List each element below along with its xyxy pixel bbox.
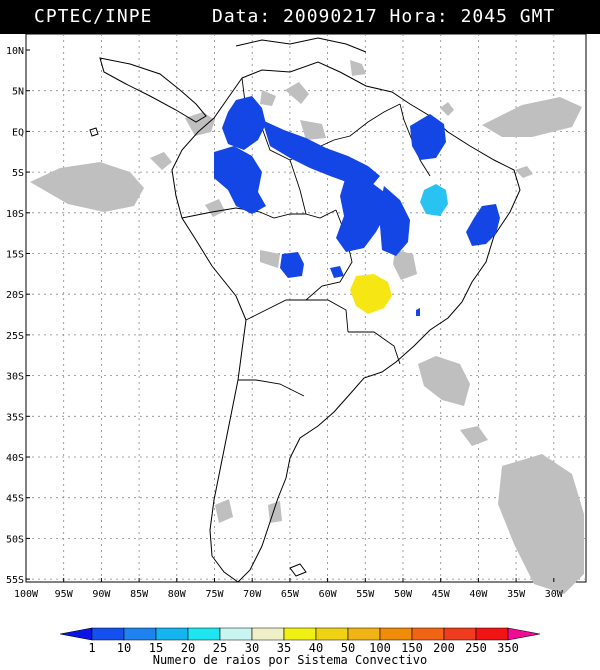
longitude-label: 100W — [14, 589, 39, 600]
legend-label: 10 — [117, 641, 131, 655]
latitude-label: 5N — [12, 87, 24, 98]
legend-swatch — [475, 627, 509, 641]
legend-label: 30 — [245, 641, 259, 655]
longitude-label: 60W — [319, 589, 338, 600]
legend-swatch — [315, 627, 349, 641]
legend-label: 1 — [88, 641, 95, 655]
latitude-label: 15S — [6, 250, 24, 261]
latitude-labels: 10N 5N EQ 5S 10S 15S 20S 25S 30S 35S 40S 45S 50S 55S — [6, 46, 30, 586]
system-blue-small-2 — [416, 308, 420, 316]
legend-label: 40 — [309, 641, 323, 655]
legend-swatch — [347, 627, 381, 641]
legend: 1 10 15 20 25 30 35 40 50 100 150 200 250 350 — [59, 627, 541, 655]
longitude-label: 35W — [507, 589, 526, 600]
system-blue-bolivia — [280, 252, 304, 278]
legend-label: 200 — [433, 641, 455, 655]
latitude-label: 50S — [6, 534, 24, 545]
longitude-labels: 100W 95W 90W 85W 80W 75W 70W 65W 60W 55W 50W 45W 40W… — [14, 578, 564, 600]
latitude-label: 10S — [6, 209, 24, 220]
legend-swatch — [155, 627, 189, 641]
latitude-label: EQ — [12, 127, 24, 138]
longitude-label: 95W — [55, 589, 74, 600]
latitude-label: 5S — [12, 168, 24, 179]
cloud-cover — [30, 60, 584, 594]
caribbean-coastline — [235, 37, 367, 53]
legend-swatch — [187, 627, 221, 641]
latitude-label: 40S — [6, 453, 24, 464]
legend-title: Numero de raios por Sistema Convectivo — [153, 653, 428, 667]
falklands-outline — [289, 563, 307, 577]
legend-swatch — [251, 627, 285, 641]
longitude-label: 90W — [92, 589, 111, 600]
legend-swatch — [411, 627, 445, 641]
central-america-coastline — [99, 57, 207, 123]
legend-label: 350 — [497, 641, 519, 655]
south-america-coastline — [171, 61, 521, 583]
galapagos-outline — [89, 127, 99, 137]
latitude-label: 25S — [6, 331, 24, 342]
latitude-label: 45S — [6, 494, 24, 505]
latitude-label: 30S — [6, 372, 24, 383]
legend-label: 100 — [369, 641, 391, 655]
system-blue-amazon-central — [262, 120, 380, 188]
legend-swatch — [123, 627, 157, 641]
legend-swatch — [219, 627, 253, 641]
header-date-time-label: Data: 20090217 Hora: 2045 GMT — [212, 6, 556, 27]
longitude-label: 55W — [356, 589, 375, 600]
legend-label: 25 — [213, 641, 227, 655]
latitude-label: 20S — [6, 290, 24, 301]
latitude-label: 10N — [6, 46, 24, 57]
legend-swatch — [59, 627, 93, 641]
system-blue-north — [410, 114, 446, 160]
longitude-label: 70W — [243, 589, 262, 600]
longitude-label: 30W — [545, 589, 564, 600]
latitude-label: 55S — [6, 575, 24, 586]
legend-swatch — [507, 627, 541, 641]
legend-swatch — [443, 627, 477, 641]
latitude-label: 35S — [6, 412, 24, 423]
longitude-label: 85W — [130, 589, 149, 600]
legend-label: 20 — [181, 641, 195, 655]
header-org-label: CPTEC/INPE — [34, 6, 153, 27]
legend-label: 250 — [465, 641, 487, 655]
longitude-label: 50W — [394, 589, 413, 600]
longitude-label: 45W — [432, 589, 451, 600]
coastlines — [89, 37, 521, 583]
longitude-label: 80W — [168, 589, 187, 600]
legend-label: 50 — [341, 641, 355, 655]
system-light-blue — [420, 184, 448, 216]
legend-label: 150 — [401, 641, 423, 655]
longitude-label: 65W — [281, 589, 300, 600]
system-yellow — [350, 274, 392, 314]
legend-label: 15 — [149, 641, 163, 655]
convective-systems — [214, 96, 500, 316]
legend-label: 35 — [277, 641, 291, 655]
longitude-label: 40W — [469, 589, 488, 600]
system-blue-amazon-west — [222, 96, 266, 150]
legend-swatch — [379, 627, 413, 641]
legend-swatch — [283, 627, 317, 641]
system-blue-northeast — [466, 204, 500, 246]
system-blue-amazon-west-2 — [214, 146, 266, 214]
system-blue-amazon-south — [380, 186, 410, 256]
system-blue-small-1 — [330, 266, 344, 278]
legend-swatch — [91, 627, 125, 641]
map-header: CPTEC/INPE Data: 20090217 Hora: 2045 GMT — [0, 0, 600, 34]
system-blue-amazon-east — [336, 176, 386, 252]
longitude-label: 75W — [205, 589, 224, 600]
